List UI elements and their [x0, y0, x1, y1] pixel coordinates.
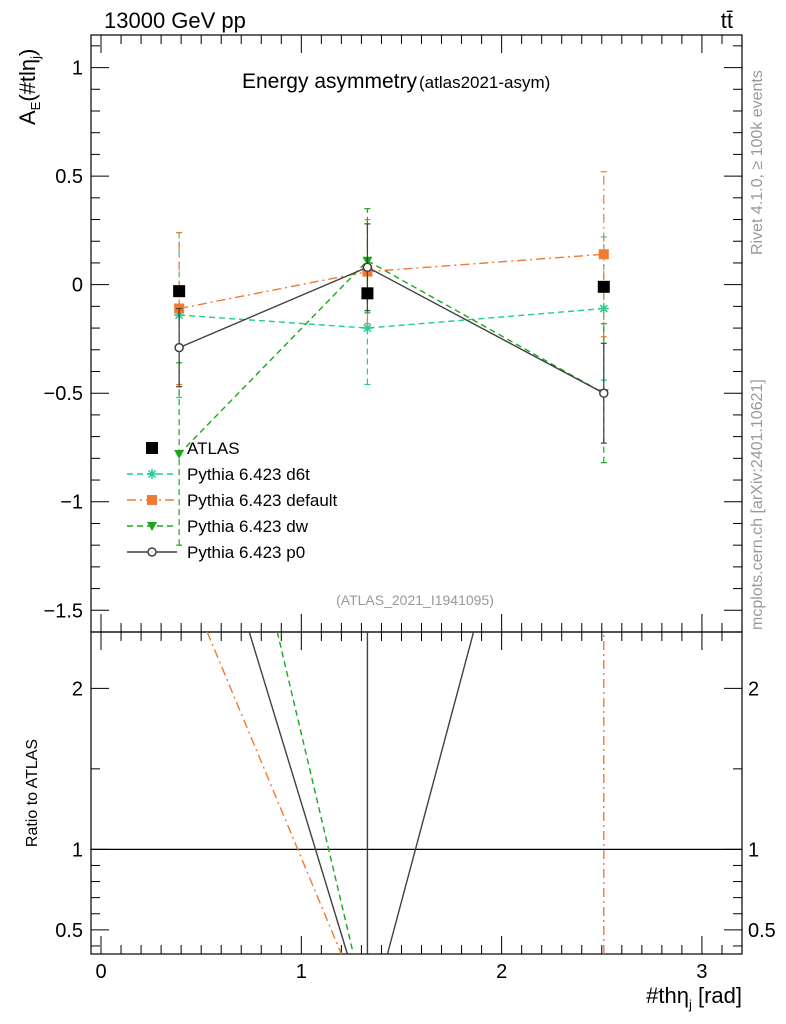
series-line-d6t — [179, 307, 604, 329]
legend-marker-atlas — [146, 442, 158, 454]
ratio-plot-frame — [90, 631, 743, 955]
main-series-layer — [173, 171, 610, 546]
legend: ATLAS Pythia 6.423 d6t Pythia 6.423 defaul… — [127, 439, 338, 562]
x-tick-label: 3 — [696, 961, 707, 983]
data-point-atlas — [597, 280, 610, 293]
analysis-watermark: (ATLAS_2021_I1941095) — [336, 592, 494, 608]
series-line-p0 — [178, 266, 605, 394]
legend-item-dw: Pythia 6.423 dw — [127, 517, 309, 536]
data-point-default — [598, 249, 609, 260]
series-default — [174, 171, 609, 386]
ratio-axis-ticks: 0.5 0.5 1 1 2 2 — [55, 678, 776, 947]
ratio-line-p0 — [386, 631, 475, 955]
legend-item-p0: Pythia 6.423 p0 — [127, 543, 305, 562]
legend-label-atlas: ATLAS — [187, 439, 240, 458]
x-tick-label: 1 — [296, 961, 307, 983]
y-tick-label: −1.5 — [44, 600, 83, 622]
series-atlas — [173, 280, 610, 300]
main-chart-title: Energy asymmetry — [242, 70, 418, 93]
y-tick-label: −0.5 — [44, 383, 83, 405]
series-line-default — [179, 253, 604, 310]
legend-item-atlas: ATLAS — [146, 439, 240, 458]
ratio-y-tick-label-right: 1 — [748, 839, 759, 861]
mcplots-reference-label: mcplots.cern.ch [arXiv:2401.10621] — [749, 379, 766, 630]
ratio-line-dw — [276, 631, 355, 955]
legend-item-default: Pythia 6.423 default — [127, 491, 338, 510]
data-point-dw — [174, 449, 185, 459]
ratio-line-p0 — [248, 631, 349, 955]
y-tick-label: 1 — [72, 58, 83, 80]
y-tick-label: 0.5 — [55, 166, 83, 188]
main-y-axis-label: AE(#tlηj) — [15, 49, 43, 125]
x-axis-label: #thηj [rad] — [646, 983, 742, 1012]
ratio-y-tick-label: 2 — [72, 678, 83, 700]
legend-label-default: Pythia 6.423 default — [187, 491, 338, 510]
header-energy-label: 13000 GeV pp — [104, 8, 246, 33]
legend-marker-d6t — [147, 469, 157, 479]
ratio-y-tick-label-right: 0.5 — [748, 920, 776, 942]
main-axis-ticks: −1.5 −1 −0.5 0 0.5 1 0 1 2 3 — [44, 35, 742, 983]
svg-text:AE(#tlηj): AE(#tlηj) — [15, 49, 43, 125]
series-line-dw — [178, 259, 605, 455]
rivet-version-label: Rivet 4.1.0, ≥ 100k events — [749, 70, 766, 255]
legend-label-d6t: Pythia 6.423 d6t — [187, 465, 310, 484]
data-point-p0 — [174, 342, 184, 353]
data-point-d6t — [362, 323, 373, 334]
ratio-line-default — [206, 631, 343, 955]
y-tick-label: 0 — [72, 275, 83, 297]
series-p0 — [174, 223, 609, 444]
ratio-y-tick-label: 1 — [72, 839, 83, 861]
legend-label-p0: Pythia 6.423 p0 — [187, 543, 305, 562]
main-chart-title-tag: (atlas2021-asym) — [419, 73, 550, 92]
legend-item-d6t: Pythia 6.423 d6t — [127, 465, 310, 484]
ratio-y-tick-label-right: 2 — [748, 678, 759, 700]
y-tick-label: −1 — [60, 492, 83, 514]
legend-marker-dw — [147, 522, 157, 531]
data-point-p0 — [362, 262, 373, 273]
legend-marker-p0 — [147, 547, 157, 557]
data-point-atlas — [173, 285, 186, 298]
data-point-atlas — [361, 287, 374, 300]
ratio-y-axis-label: Ratio to ATLAS — [24, 739, 41, 847]
ratio-y-tick-label: 0.5 — [55, 920, 83, 942]
data-point-p0 — [599, 388, 609, 398]
legend-marker-default — [147, 495, 157, 505]
x-tick-label: 2 — [496, 961, 507, 983]
series-d6t — [174, 231, 609, 399]
ratio-series-layer — [206, 631, 605, 955]
header-process-label: tt̄ — [721, 8, 733, 33]
x-tick-label: 0 — [95, 961, 106, 983]
legend-label-dw: Pythia 6.423 dw — [187, 517, 309, 536]
